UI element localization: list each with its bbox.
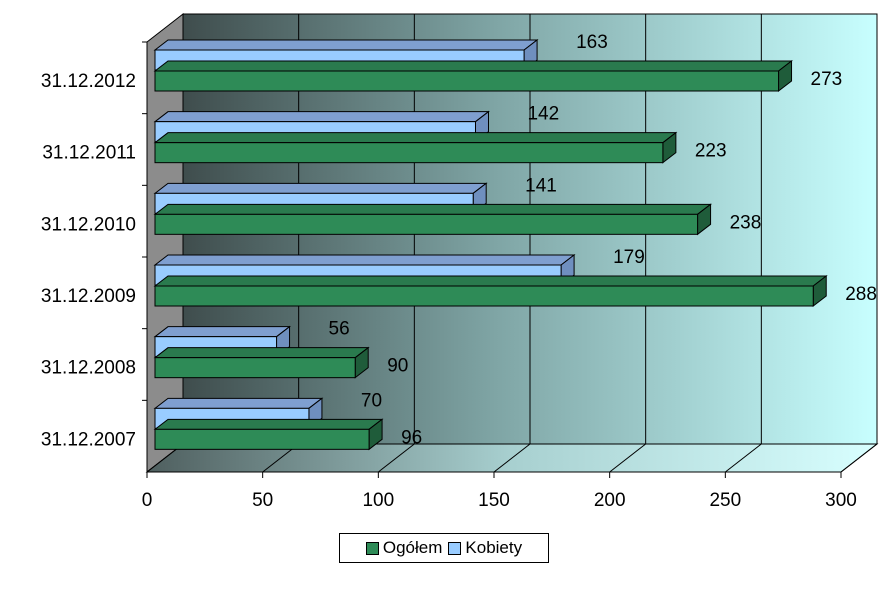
category-label: 31.12.2009: [41, 286, 136, 307]
bar-ogolem: [153, 203, 713, 236]
floor-gridline: [493, 443, 531, 473]
bars-group: [153, 38, 828, 451]
bar-ogolem: [153, 346, 370, 379]
bar-ogolem-top: [153, 275, 828, 287]
bar-ogolem-top: [153, 132, 678, 144]
bar-kobiety-top: [153, 182, 488, 194]
legend-label-kobiety: Kobiety: [465, 538, 523, 557]
legend-label-ogolem: Ogółem: [382, 538, 443, 557]
floor-gridline: [378, 443, 415, 473]
floor-gridline: [840, 443, 878, 473]
bar-ogolem-top: [153, 418, 384, 430]
bar-ogolem: [153, 131, 678, 164]
bar-kobiety-top: [153, 397, 324, 409]
bar-ogolem-front: [154, 70, 780, 92]
data-label-kobiety: 142: [527, 104, 559, 125]
bar-kobiety-top: [153, 111, 490, 123]
data-label-ogolem: 238: [730, 212, 762, 233]
data-label-ogolem: 96: [401, 427, 422, 448]
legend-swatch-kobiety: [448, 541, 462, 555]
category-label: 31.12.2010: [41, 214, 136, 235]
legend: Ogółem Kobiety: [339, 533, 549, 563]
data-label-ogolem: 273: [811, 69, 843, 90]
category-label: 31.12.2011: [42, 143, 136, 164]
data-label-ogolem: 223: [695, 141, 727, 162]
x-tick-label: 250: [709, 490, 741, 511]
data-label-kobiety: 163: [576, 32, 608, 53]
category-label: 31.12.2012: [41, 71, 136, 92]
x-tick-label: 100: [362, 490, 394, 511]
legend-swatch-ogolem: [365, 541, 379, 555]
bar-ogolem-top: [153, 203, 713, 215]
bar-ogolem: [153, 418, 384, 451]
x-tick-label: 200: [594, 490, 626, 511]
bar-ogolem: [153, 274, 828, 308]
bar-kobiety-top: [153, 39, 539, 51]
bar-ogolem-top: [153, 60, 794, 72]
legend-item-ogolem: Ogółem: [365, 538, 443, 558]
x-tick-label: 50: [252, 490, 273, 511]
bar-kobiety-top: [153, 326, 292, 338]
bar-ogolem-front: [154, 213, 699, 235]
legend-item-kobiety: Kobiety: [448, 538, 522, 558]
data-label-ogolem: 288: [845, 284, 877, 305]
data-label-kobiety: 56: [329, 319, 350, 340]
x-tick-label: 150: [478, 490, 510, 511]
bar-ogolem-front: [154, 142, 664, 164]
bar-ogolem-top: [153, 347, 370, 359]
x-tick-label: 0: [142, 490, 153, 511]
bar-kobiety-top: [153, 254, 576, 266]
category-label: 31.12.2007: [41, 429, 136, 450]
data-label-ogolem: 90: [387, 356, 408, 377]
bar-ogolem-front: [154, 357, 356, 379]
bar-ogolem-front: [154, 428, 370, 450]
data-label-kobiety: 179: [613, 247, 645, 268]
floor-gridline: [725, 443, 762, 473]
category-label: 31.12.2008: [41, 358, 136, 379]
x-tick-label: 300: [825, 490, 857, 511]
floor-gridline: [609, 443, 646, 473]
data-label-kobiety: 70: [361, 390, 382, 411]
bar-ogolem-front: [154, 285, 814, 307]
data-label-kobiety: 141: [525, 175, 557, 196]
bar-ogolem: [153, 59, 794, 93]
labels-group: 0 50 100 150 200 250 300 163 273 31.12.2012 142 223…: [41, 32, 877, 511]
